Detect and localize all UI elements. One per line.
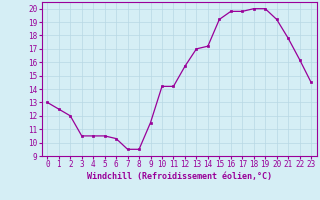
X-axis label: Windchill (Refroidissement éolien,°C): Windchill (Refroidissement éolien,°C) (87, 172, 272, 181)
